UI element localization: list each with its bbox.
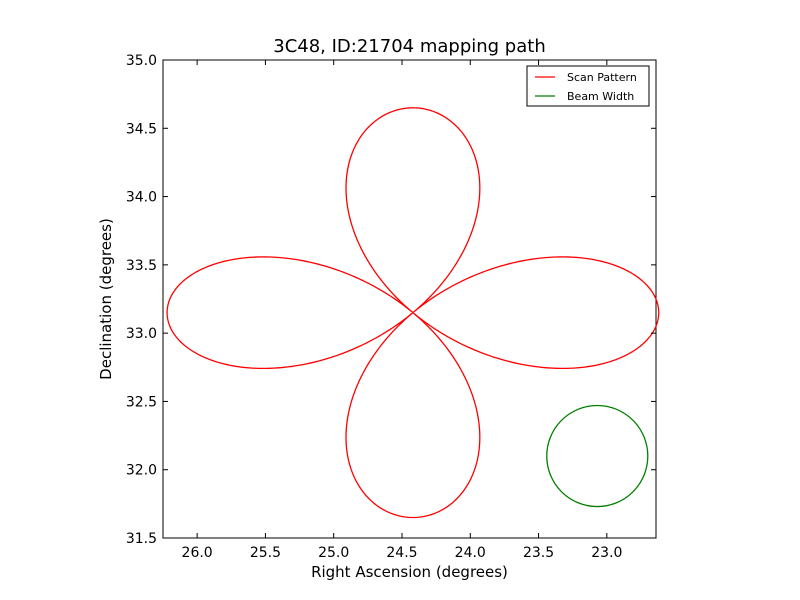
legend: Scan Pattern Beam Width bbox=[526, 65, 650, 107]
scan-pattern-line bbox=[166, 107, 660, 519]
chart-title: 3C48, ID:21704 mapping path bbox=[273, 36, 545, 57]
x-axis-label: Right Ascension (degrees) bbox=[311, 563, 508, 581]
x-tick-label: 26.0 bbox=[182, 545, 213, 561]
y-tick-label: 31.5 bbox=[126, 531, 157, 547]
y-tick-label: 35.0 bbox=[126, 53, 157, 69]
y-tick-label: 34.0 bbox=[126, 190, 157, 206]
y-axis-ticks: 31.5 32.0 32.5 33.0 33.5 34.0 34.5 35.0 bbox=[126, 53, 656, 547]
x-tick-label: 25.0 bbox=[318, 545, 349, 561]
plot-area bbox=[162, 59, 660, 539]
x-tick-label: 24.5 bbox=[386, 545, 417, 561]
x-axis-ticks: 26.0 25.5 25.0 24.5 24.0 23.5 23.0 bbox=[182, 60, 622, 561]
legend-label-beam-width: Beam Width bbox=[567, 90, 634, 103]
legend-box bbox=[526, 65, 650, 107]
legend-label-scan-pattern: Scan Pattern bbox=[567, 71, 637, 84]
x-tick-label: 23.5 bbox=[523, 545, 554, 561]
y-tick-label: 33.0 bbox=[126, 326, 157, 342]
x-tick-label: 23.0 bbox=[591, 545, 622, 561]
beam-width-circle bbox=[546, 404, 649, 508]
y-tick-label: 32.5 bbox=[126, 394, 157, 410]
axes-frame bbox=[162, 59, 657, 539]
y-tick-label: 34.5 bbox=[126, 121, 157, 137]
y-tick-label: 32.0 bbox=[126, 463, 157, 479]
y-tick-label: 33.5 bbox=[126, 258, 157, 274]
y-axis-label: Declination (degrees) bbox=[97, 218, 115, 380]
x-tick-label: 25.5 bbox=[250, 545, 281, 561]
x-tick-label: 24.0 bbox=[455, 545, 486, 561]
